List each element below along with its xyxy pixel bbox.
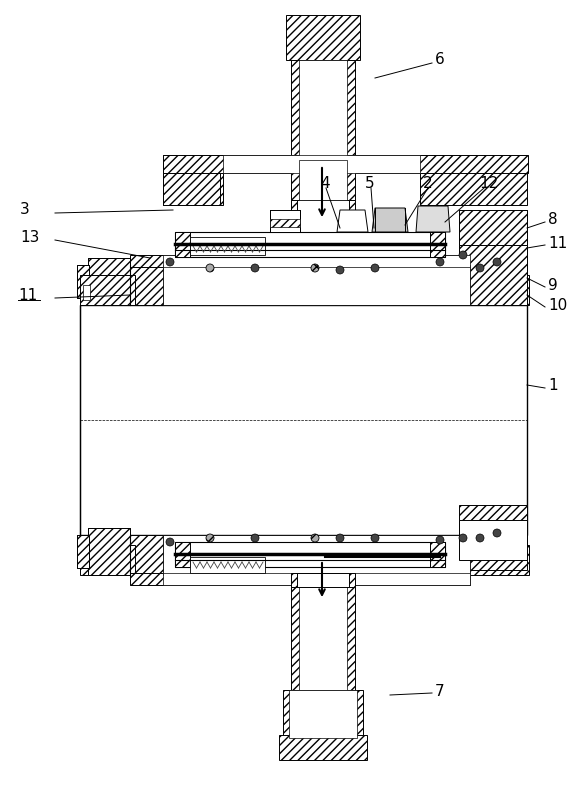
- Bar: [459, 505, 527, 570]
- Bar: [80, 545, 135, 575]
- Polygon shape: [372, 208, 408, 232]
- Bar: [270, 219, 300, 227]
- Bar: [163, 255, 470, 267]
- Bar: [286, 15, 360, 60]
- Circle shape: [371, 534, 379, 542]
- Text: 13: 13: [20, 229, 39, 244]
- Circle shape: [206, 534, 214, 542]
- Bar: [88, 258, 130, 305]
- Bar: [296, 573, 350, 587]
- Bar: [77, 265, 89, 298]
- Bar: [130, 265, 470, 305]
- Bar: [299, 160, 347, 200]
- Bar: [349, 200, 355, 255]
- Bar: [80, 305, 527, 535]
- Bar: [77, 535, 89, 568]
- Polygon shape: [337, 210, 368, 232]
- Text: 4: 4: [320, 177, 330, 191]
- Circle shape: [311, 264, 319, 272]
- Text: 10: 10: [548, 297, 567, 312]
- Bar: [163, 535, 470, 575]
- Bar: [459, 210, 527, 305]
- Bar: [77, 535, 89, 568]
- Bar: [283, 690, 363, 738]
- Bar: [130, 573, 470, 585]
- Circle shape: [311, 534, 319, 542]
- Bar: [88, 528, 130, 575]
- Bar: [163, 173, 220, 205]
- Bar: [175, 232, 445, 257]
- Bar: [130, 255, 470, 267]
- Text: 11: 11: [18, 289, 37, 304]
- Circle shape: [251, 534, 259, 542]
- Bar: [299, 60, 347, 160]
- Circle shape: [493, 529, 501, 537]
- Bar: [459, 520, 527, 560]
- Circle shape: [166, 258, 174, 266]
- Bar: [83, 285, 90, 300]
- Bar: [430, 542, 445, 567]
- Text: 6: 6: [435, 52, 445, 67]
- Bar: [175, 232, 190, 257]
- Bar: [349, 573, 355, 587]
- Polygon shape: [190, 237, 265, 255]
- Text: 9: 9: [548, 278, 558, 293]
- Bar: [88, 258, 130, 305]
- Bar: [175, 542, 190, 567]
- Bar: [289, 690, 357, 738]
- Bar: [291, 60, 355, 160]
- Bar: [279, 735, 367, 760]
- Bar: [291, 160, 355, 200]
- Circle shape: [493, 258, 501, 266]
- Bar: [223, 155, 420, 173]
- Circle shape: [476, 264, 484, 272]
- Circle shape: [436, 536, 444, 544]
- Polygon shape: [416, 206, 450, 232]
- Bar: [80, 275, 135, 305]
- Text: 3: 3: [20, 202, 30, 217]
- Text: 2: 2: [423, 177, 433, 191]
- Bar: [299, 585, 347, 690]
- Circle shape: [459, 251, 467, 259]
- Polygon shape: [270, 210, 300, 232]
- Bar: [77, 265, 89, 298]
- Bar: [296, 200, 350, 255]
- Bar: [175, 542, 445, 567]
- Circle shape: [436, 258, 444, 266]
- Text: 7: 7: [435, 684, 444, 699]
- Bar: [291, 200, 297, 255]
- Circle shape: [476, 534, 484, 542]
- Bar: [459, 210, 527, 245]
- Bar: [163, 573, 470, 585]
- Text: 8: 8: [548, 213, 558, 228]
- Bar: [163, 155, 528, 173]
- Text: 5: 5: [365, 177, 375, 191]
- Circle shape: [459, 534, 467, 542]
- Circle shape: [336, 534, 344, 542]
- Bar: [163, 173, 220, 205]
- Circle shape: [336, 266, 344, 274]
- Circle shape: [251, 264, 259, 272]
- Circle shape: [371, 264, 379, 272]
- Bar: [163, 265, 470, 305]
- Bar: [459, 245, 527, 305]
- Bar: [163, 155, 223, 205]
- Bar: [291, 585, 355, 690]
- Text: 1: 1: [548, 378, 558, 393]
- Polygon shape: [190, 557, 265, 573]
- Text: 12: 12: [479, 177, 498, 191]
- Bar: [420, 155, 527, 205]
- Bar: [459, 275, 529, 305]
- Bar: [459, 245, 527, 305]
- Text: 11: 11: [548, 236, 567, 251]
- Bar: [88, 528, 130, 575]
- Bar: [130, 535, 470, 575]
- Bar: [430, 232, 445, 257]
- Bar: [291, 573, 297, 587]
- Circle shape: [166, 538, 174, 546]
- Circle shape: [206, 264, 214, 272]
- Bar: [459, 545, 529, 575]
